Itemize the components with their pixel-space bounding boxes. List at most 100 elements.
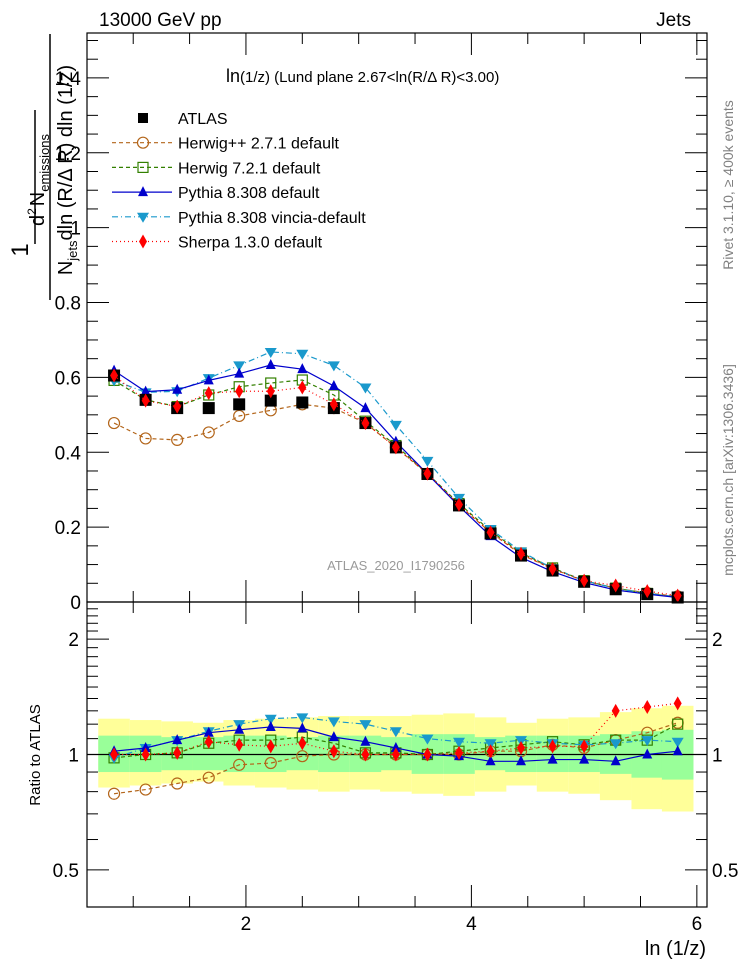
data-point — [423, 747, 432, 762]
legend-item: Pythia 8.308 default — [112, 185, 320, 202]
ylabel-num-d: d — [27, 215, 49, 226]
data-point — [110, 747, 119, 762]
data-point — [298, 380, 307, 395]
x-axis-label: ln (1/z) — [645, 938, 706, 960]
data-point — [203, 726, 214, 737]
legend-item: ATLAS — [138, 111, 228, 128]
data-point — [389, 727, 402, 738]
legend-marker — [136, 136, 150, 149]
data-point — [203, 374, 214, 385]
data-point — [486, 525, 495, 540]
legend-marker — [138, 113, 148, 123]
data-point — [234, 723, 245, 734]
x-tick-label: 4 — [466, 914, 477, 935]
ylabel-den-rest: dln (R/Δ R) dln (1/z) — [55, 65, 77, 241]
legend-label: Sherpa 1.3.0 default — [178, 235, 323, 252]
data-point — [264, 394, 277, 407]
data-point — [580, 573, 589, 588]
data-point — [642, 748, 653, 759]
data-point — [360, 402, 371, 413]
ratio-uncertainty-bands — [87, 705, 707, 812]
legend-marker — [137, 161, 149, 173]
data-point — [453, 737, 465, 748]
main-axis-ticks — [87, 33, 707, 603]
data-point — [171, 433, 184, 447]
rivet-version-label: Rivet 3.1.10, ≥ 400k events — [720, 100, 736, 270]
data-point — [672, 718, 684, 730]
main-y-tick-label: 1 — [70, 219, 81, 240]
data-point — [264, 347, 277, 358]
data-point — [297, 722, 308, 733]
data-point — [296, 750, 309, 763]
data-point — [455, 497, 463, 512]
data-point — [672, 745, 683, 756]
legend-item: Pythia 8.308 vincia-default — [112, 210, 366, 227]
main-y-axis-label: 1 d2 Nemissions Njetsdln (R/Δ R) dln (1/z… — [7, 34, 80, 300]
main-y-tick-label: 0.8 — [55, 294, 81, 315]
data-point — [233, 758, 246, 771]
data-point — [611, 703, 620, 718]
ylabel-num-N: N — [27, 192, 49, 206]
data-point — [671, 737, 684, 748]
data-point — [673, 696, 682, 711]
data-point — [234, 367, 245, 378]
data-point — [609, 739, 622, 750]
data-point — [517, 740, 525, 755]
data-point — [202, 402, 215, 415]
data-point — [173, 745, 182, 760]
data-point — [327, 361, 340, 372]
ylabel-num-sup: 2 — [25, 208, 39, 215]
ratio-y-tick-label-right: 1 — [712, 746, 723, 767]
data-point — [421, 456, 434, 467]
ylabel-num-sub: emissions — [37, 133, 52, 191]
data-point — [580, 739, 589, 754]
main-y-tick-label: 1.4 — [55, 69, 82, 90]
data-point — [391, 747, 400, 762]
data-point — [235, 737, 244, 752]
main-series-sherpa-1-3-0-default — [110, 368, 682, 603]
data-point — [329, 744, 338, 759]
ylabel-den-sub: jets — [65, 240, 80, 262]
main-y-tick-label: 0.2 — [55, 518, 81, 539]
ylabel-den-N: N — [55, 261, 77, 275]
header-energy-label: 13000 GeV pp — [99, 10, 222, 31]
data-point — [266, 739, 275, 754]
main-y-tick-label: 0 — [70, 593, 81, 614]
data-point — [359, 720, 372, 731]
data-point — [328, 731, 339, 742]
header-process-label: Jets — [656, 10, 691, 31]
ylabel-denominator: Njetsdln (R/Δ R) dln (1/z) — [55, 65, 80, 275]
data-point — [139, 432, 152, 445]
ratio-y-axis-label: Ratio to ATLAS — [27, 704, 44, 805]
data-point — [360, 735, 371, 746]
data-point — [172, 734, 183, 745]
ylabel-one: 1 — [7, 243, 34, 256]
data-point — [327, 717, 340, 728]
data-point — [390, 741, 401, 752]
data-point — [298, 736, 307, 751]
legend-label: Herwig++ 2.7.1 default — [178, 136, 340, 153]
data-point — [173, 399, 182, 414]
data-point — [673, 588, 682, 603]
data-point — [485, 755, 496, 766]
data-point — [202, 771, 215, 784]
ratio-y-tick-label-right: 2 — [712, 630, 723, 651]
data-point — [548, 739, 557, 754]
data-point — [328, 380, 339, 391]
data-point — [421, 734, 434, 745]
data-point — [361, 416, 370, 431]
data-point — [296, 349, 309, 360]
data-point — [517, 546, 525, 561]
data-point — [171, 777, 184, 790]
ratio-series-sherpa-1-3-0-default — [110, 696, 682, 762]
main-y-tick-label: 0.6 — [55, 368, 81, 389]
data-point — [423, 466, 432, 481]
data-point — [296, 396, 309, 409]
data-point — [643, 584, 652, 599]
data-point — [579, 753, 590, 764]
data-point — [265, 720, 276, 731]
data-point — [139, 783, 152, 796]
data-point — [391, 440, 400, 455]
data-point — [107, 787, 121, 800]
